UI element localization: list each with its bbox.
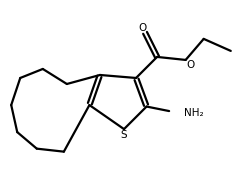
Text: S: S <box>121 130 127 140</box>
Text: O: O <box>138 23 146 33</box>
Text: NH₂: NH₂ <box>184 108 204 118</box>
Text: O: O <box>186 60 194 70</box>
